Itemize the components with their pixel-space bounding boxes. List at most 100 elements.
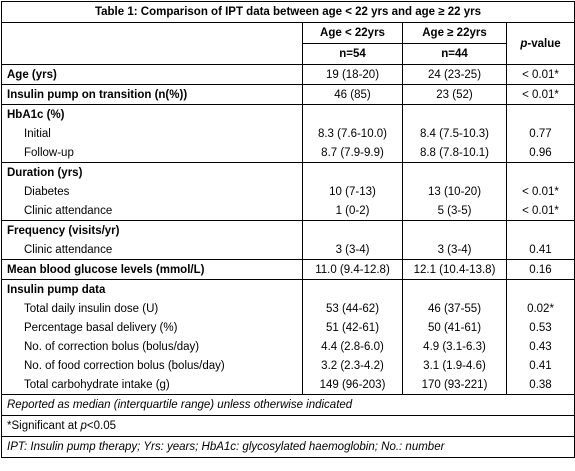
- section-heading: Frequency (visits/yr): [1, 220, 303, 240]
- table-title: Table 1: Comparison of IPT data between …: [1, 1, 575, 23]
- row-label: Percentage basal delivery (%): [1, 318, 303, 337]
- value-cell: 13 (10-20): [402, 182, 507, 201]
- value-cell: 46 (37-55): [402, 299, 507, 318]
- footnote-part: p: [80, 420, 87, 432]
- row-label: Clinic attendance: [1, 240, 303, 260]
- empty-cell: [402, 220, 507, 240]
- value-cell: 0.38: [506, 375, 575, 395]
- data-row: No. of food correction bolus (bolus/day)…: [1, 356, 575, 375]
- section-heading: Duration (yrs): [1, 162, 303, 182]
- value-cell: 4.9 (3.1-6.3): [402, 337, 507, 356]
- footnote: *Significant at p<0.05: [1, 415, 575, 437]
- section-heading: HbA1c (%): [1, 104, 303, 124]
- value-cell: 11.0 (9.4-12.8): [302, 259, 403, 280]
- empty-cell: [506, 220, 575, 240]
- data-row: No. of correction bolus (bolus/day) 4.4 (…: [1, 337, 575, 356]
- value-cell: 1 (0-2): [302, 201, 403, 221]
- footnote-part: *Significant at: [7, 420, 81, 432]
- value-cell: 10 (7-13): [302, 182, 403, 201]
- value-cell: 3 (3-4): [302, 240, 403, 260]
- title-row: Table 1: Comparison of IPT data between …: [1, 1, 575, 23]
- empty-cell: [506, 279, 575, 299]
- header-row: Age < 22yrs Age ≥ 22yrs p-value: [1, 22, 575, 65]
- header-cell: n=54: [302, 43, 403, 65]
- value-cell: 3 (3-4): [402, 240, 507, 260]
- value-cell: 149 (96-203): [302, 375, 403, 395]
- note-row: IPT: Insulin pump therapy; Yrs: years; H…: [1, 436, 575, 458]
- empty-cell: [506, 162, 575, 182]
- value-cell: 19 (18-20): [302, 64, 403, 85]
- value-cell: 3.2 (2.3-4.2): [302, 356, 403, 375]
- data-row: Follow-up 8.7 (7.9-9.9) 8.8 (7.8-10.1) 0.96: [1, 143, 575, 163]
- data-row: Mean blood glucose levels (mmol/L) 11.0 (…: [1, 259, 575, 280]
- footnote-part: <0.05: [86, 420, 117, 432]
- data-row: Percentage basal delivery (%) 51 (42-61) 5…: [1, 318, 575, 337]
- value-cell: 0.41: [506, 356, 575, 375]
- p-value-header: p-value: [520, 37, 561, 50]
- header-cell: Age < 22yrs: [302, 22, 403, 44]
- value-cell: < 0.01*: [506, 64, 575, 85]
- row-label: Follow-up: [1, 143, 303, 163]
- section-row: Duration (yrs): [1, 162, 575, 182]
- value-cell: 23 (52): [402, 84, 507, 105]
- empty-cell: [402, 162, 507, 182]
- empty-cell: [302, 220, 403, 240]
- empty-cell: [402, 279, 507, 299]
- note-row: *Significant at p<0.05: [1, 415, 575, 437]
- row-label: Diabetes: [1, 182, 303, 201]
- footnote: Reported as median (interquartile range)…: [1, 394, 575, 416]
- data-row: Insulin pump on transition (n(%)) 46 (85)…: [1, 84, 575, 105]
- value-cell: 0.43: [506, 337, 575, 356]
- value-cell: 0.41: [506, 240, 575, 260]
- value-cell: 0.02*: [506, 299, 575, 318]
- value-cell: 8.8 (7.8-10.1): [402, 143, 507, 163]
- row-label: Total carbohydrate intake (g): [1, 375, 303, 395]
- value-cell: 0.16: [506, 259, 575, 280]
- header-cell: p-value: [506, 22, 575, 65]
- row-label: Age (yrs): [1, 64, 303, 85]
- value-cell: 0.53: [506, 318, 575, 337]
- value-cell: 12.1 (10.4-13.8): [402, 259, 507, 280]
- row-label: Mean blood glucose levels (mmol/L): [1, 259, 303, 280]
- section-heading: Insulin pump data: [1, 279, 303, 299]
- value-cell: 4.4 (2.8-6.0): [302, 337, 403, 356]
- value-cell: 8.7 (7.9-9.9): [302, 143, 403, 163]
- value-cell: 50 (41-61): [402, 318, 507, 337]
- value-cell: 8.3 (7.6-10.0): [302, 124, 403, 143]
- table-body: Table 1: Comparison of IPT data between …: [1, 1, 575, 458]
- section-row: Frequency (visits/yr): [1, 220, 575, 240]
- value-cell: < 0.01*: [506, 182, 575, 201]
- empty-cell: [302, 279, 403, 299]
- empty-cell: [302, 104, 403, 124]
- empty-cell: [402, 104, 507, 124]
- data-table: Table 1: Comparison of IPT data between …: [1, 1, 575, 458]
- row-label: Initial: [1, 124, 303, 143]
- value-cell: 0.77: [506, 124, 575, 143]
- data-row: Total carbohydrate intake (g) 149 (96-203…: [1, 375, 575, 395]
- empty-cell: [506, 104, 575, 124]
- value-cell: < 0.01*: [506, 201, 575, 221]
- footnote: IPT: Insulin pump therapy; Yrs: years; H…: [1, 436, 575, 458]
- value-cell: 0.96: [506, 143, 575, 163]
- data-row: Clinic attendance 1 (0-2) 5 (3-5) < 0.01*: [1, 201, 575, 221]
- row-label: No. of food correction bolus (bolus/day): [1, 356, 303, 375]
- value-cell: 5 (3-5): [402, 201, 507, 221]
- value-cell: 51 (42-61): [302, 318, 403, 337]
- header-cell: n=44: [402, 43, 507, 65]
- empty-cell: [302, 162, 403, 182]
- value-cell: < 0.01*: [506, 84, 575, 105]
- value-cell: 8.4 (7.5-10.3): [402, 124, 507, 143]
- section-row: Insulin pump data: [1, 279, 575, 299]
- row-label: Total daily insulin dose (U): [1, 299, 303, 318]
- header-cell: Age ≥ 22yrs: [402, 22, 507, 44]
- value-cell: 3.1 (1.9-4.6): [402, 356, 507, 375]
- value-cell: 53 (44-62): [302, 299, 403, 318]
- data-row: Age (yrs) 19 (18-20) 24 (23-25) < 0.01*: [1, 64, 575, 85]
- header-blank: [1, 22, 303, 65]
- row-label: Clinic attendance: [1, 201, 303, 221]
- row-label: Insulin pump on transition (n(%)): [1, 84, 303, 105]
- data-row: Total daily insulin dose (U) 53 (44-62) 46…: [1, 299, 575, 318]
- row-label: No. of correction bolus (bolus/day): [1, 337, 303, 356]
- data-row: Diabetes 10 (7-13) 13 (10-20) < 0.01*: [1, 182, 575, 201]
